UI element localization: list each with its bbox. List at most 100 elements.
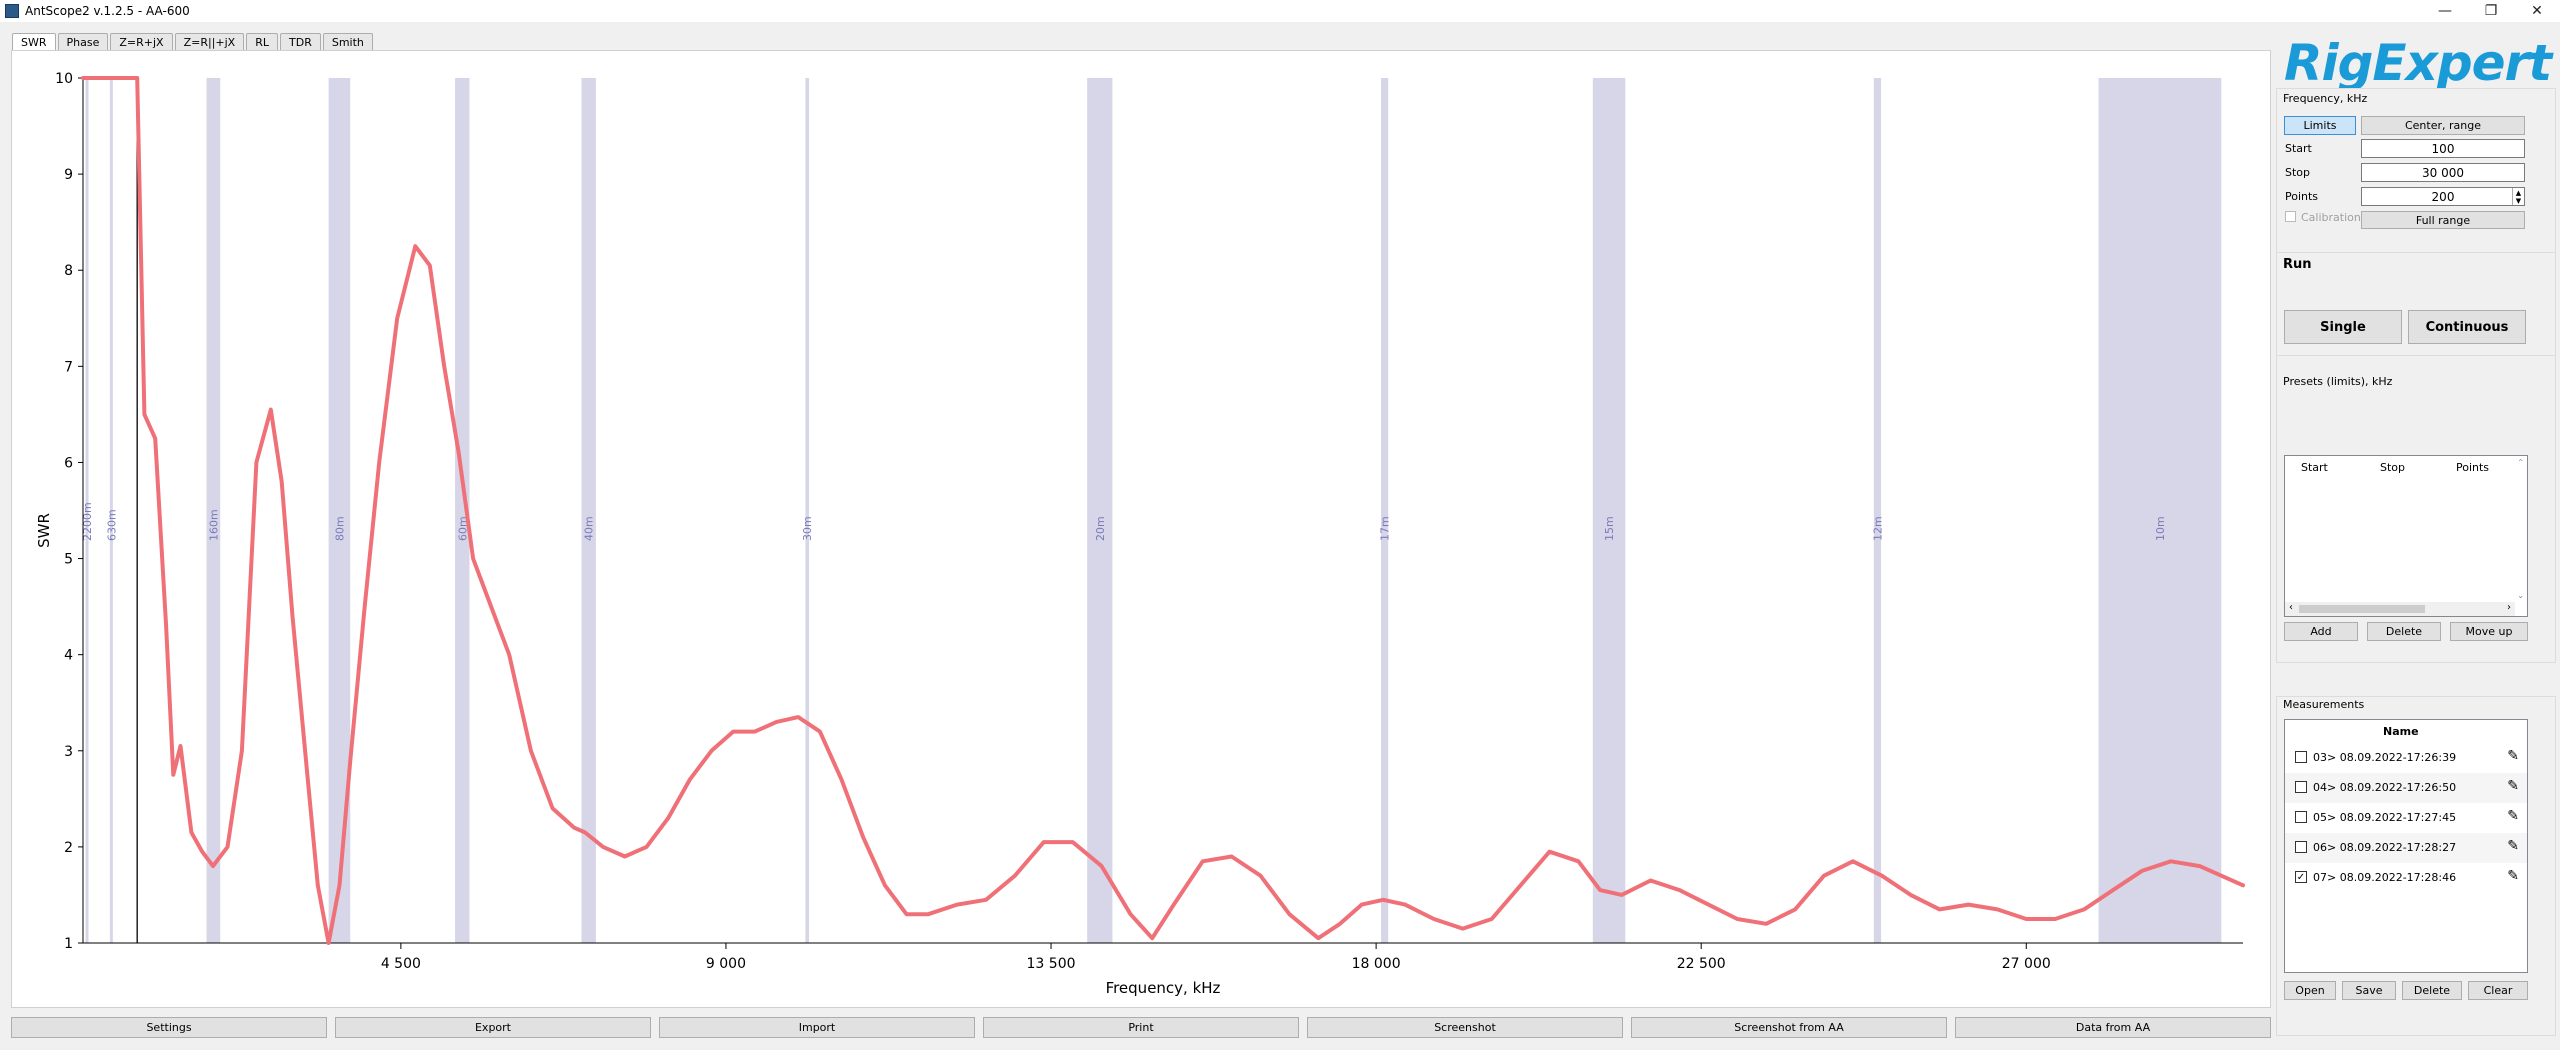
measurement-checkbox[interactable] — [2295, 751, 2307, 763]
scroll-thumb[interactable] — [2299, 605, 2425, 613]
measurement-row[interactable]: ✓ 07> 08.09.2022-17:28:46 ✎ — [2285, 863, 2527, 893]
frequency-group: Frequency, kHz Limits Center, range Star… — [2276, 88, 2556, 256]
swr-chart-panel: 2200m 630m 160m 80m 60m 40m 30m 20m 17m 15m 12m 10m… — [11, 50, 2271, 1008]
scroll-left-icon[interactable]: ‹ — [2289, 602, 2293, 613]
pencil-icon[interactable]: ✎ — [2507, 868, 2519, 884]
presets-col-points[interactable]: Points — [2456, 461, 2490, 474]
presets-table[interactable]: Start Stop Points ‹ › ⌃ ⌄ — [2284, 455, 2528, 617]
import-button[interactable]: Import — [659, 1017, 975, 1038]
tab-tdr[interactable]: TDR — [280, 33, 321, 50]
band-label-17m: 17m — [1379, 516, 1392, 541]
continuous-run-button[interactable]: Continuous — [2408, 310, 2526, 344]
export-button[interactable]: Export — [335, 1017, 651, 1038]
scroll-down-icon[interactable]: ⌄ — [2517, 591, 2524, 600]
clear-measurements-button[interactable]: Clear — [2468, 981, 2528, 1000]
window-title: AntScope2 v.1.2.5 - AA-600 — [25, 4, 190, 18]
measurement-name: 07> 08.09.2022-17:28:46 — [2313, 871, 2457, 884]
single-run-button[interactable]: Single — [2284, 310, 2402, 344]
calibration-label: Calibration — [2301, 211, 2361, 224]
delete-preset-button[interactable]: Delete — [2367, 622, 2441, 641]
band-rect-160m — [206, 78, 221, 943]
measurement-checkbox[interactable] — [2295, 811, 2307, 823]
band-rect-40m — [581, 78, 596, 943]
measurement-checkbox[interactable] — [2295, 781, 2307, 793]
measurement-name: 03> 08.09.2022-17:26:39 — [2313, 751, 2457, 764]
band-label-160m: 160m — [207, 509, 220, 541]
measurement-row[interactable]: 05> 08.09.2022-17:27:45 ✎ — [2285, 803, 2527, 833]
x-tick-label: 13 500 — [1027, 956, 1076, 972]
close-icon[interactable]: ✕ — [2531, 3, 2543, 19]
measurement-name: 04> 08.09.2022-17:26:50 — [2313, 781, 2457, 794]
save-measurement-button[interactable]: Save — [2342, 981, 2396, 1000]
band-label-60m: 60m — [456, 516, 469, 541]
band-label-20m: 20m — [1094, 516, 1107, 541]
measurement-row[interactable]: 04> 08.09.2022-17:26:50 ✎ — [2285, 773, 2527, 803]
band-label-10m: 10m — [2154, 516, 2167, 541]
measurement-row[interactable]: 03> 08.09.2022-17:26:39 ✎ — [2285, 743, 2527, 773]
band-rect-30m — [805, 78, 810, 943]
tab-z-series[interactable]: Z=R+jX — [110, 33, 173, 50]
center-range-mode-button[interactable]: Center, range — [2361, 116, 2525, 135]
pencil-icon[interactable]: ✎ — [2507, 748, 2519, 764]
start-frequency-input[interactable]: 100 — [2361, 139, 2525, 158]
swr-chart[interactable]: 2200m 630m 160m 80m 60m 40m 30m 20m 17m 15m 12m 10m… — [12, 51, 2270, 1007]
x-tick-label: 22 500 — [1677, 956, 1726, 972]
spin-arrows-icon[interactable]: ▲ ▼ — [2512, 188, 2524, 205]
print-button[interactable]: Print — [983, 1017, 1299, 1038]
measurements-group: Measurements Name 03> 08.09.2022-17:26:3… — [2276, 696, 2556, 1036]
app-icon — [5, 4, 19, 18]
measurement-checkbox[interactable]: ✓ — [2295, 871, 2307, 883]
presets-horizontal-scrollbar[interactable]: ‹ › — [2285, 602, 2515, 616]
presets-group: Presets (limits), kHz Start Stop Points … — [2276, 355, 2556, 663]
tab-z-parallel[interactable]: Z=R||+jX — [174, 33, 245, 50]
minimize-icon[interactable]: — — [2438, 3, 2452, 19]
band-rect-10m — [2098, 78, 2222, 943]
move-up-preset-button[interactable]: Move up — [2450, 622, 2528, 641]
y-tick-label: 2 — [64, 840, 73, 856]
add-preset-button[interactable]: Add — [2284, 622, 2358, 641]
frequency-group-title: Frequency, kHz — [2281, 92, 2370, 105]
screenshot-from-aa-button[interactable]: Screenshot from AA — [1631, 1017, 1947, 1038]
pencil-icon[interactable]: ✎ — [2507, 778, 2519, 794]
settings-button[interactable]: Settings — [11, 1017, 327, 1038]
measurement-name: 05> 08.09.2022-17:27:45 — [2313, 811, 2457, 824]
band-label-630m: 630m — [105, 509, 118, 541]
full-range-button[interactable]: Full range — [2361, 211, 2525, 229]
tab-phase[interactable]: Phase — [57, 33, 109, 50]
calibration-checkbox[interactable] — [2285, 211, 2296, 222]
y-tick-label: 9 — [64, 167, 73, 183]
measurements-col-name[interactable]: Name — [2383, 725, 2419, 738]
scroll-right-icon[interactable]: › — [2507, 602, 2511, 613]
pencil-icon[interactable]: ✎ — [2507, 808, 2519, 824]
delete-measurement-button[interactable]: Delete — [2402, 981, 2462, 1000]
data-from-aa-button[interactable]: Data from AA — [1955, 1017, 2271, 1038]
band-rect-15m — [1592, 78, 1626, 943]
presets-group-title: Presets (limits), kHz — [2281, 375, 2395, 388]
y-tick-label: 10 — [55, 71, 73, 87]
measurements-table[interactable]: Name 03> 08.09.2022-17:26:39 ✎ 04> 08.09… — [2284, 719, 2528, 973]
presets-col-start[interactable]: Start — [2301, 461, 2328, 474]
measurement-row[interactable]: 06> 08.09.2022-17:28:27 ✎ — [2285, 833, 2527, 863]
swr-series-line — [81, 76, 2245, 945]
maximize-icon[interactable]: ❐ — [2484, 3, 2498, 19]
scroll-up-icon[interactable]: ⌃ — [2517, 458, 2524, 467]
y-tick-label: 5 — [64, 552, 73, 568]
band-rect-20m — [1087, 78, 1113, 943]
tab-rl[interactable]: RL — [246, 33, 278, 50]
presets-col-stop[interactable]: Stop — [2380, 461, 2406, 474]
points-stepper[interactable]: 200 ▲ ▼ — [2361, 187, 2525, 206]
tab-smith[interactable]: Smith — [322, 33, 373, 50]
measurement-checkbox[interactable] — [2295, 841, 2307, 853]
pencil-icon[interactable]: ✎ — [2507, 838, 2519, 854]
start-label: Start — [2285, 142, 2312, 155]
screenshot-button[interactable]: Screenshot — [1307, 1017, 1623, 1038]
band-rect-17m — [1381, 78, 1389, 943]
band-label-15m: 15m — [1603, 516, 1616, 541]
stop-frequency-input[interactable]: 30 000 — [2361, 163, 2525, 182]
open-measurement-button[interactable]: Open — [2284, 981, 2336, 1000]
limits-mode-button[interactable]: Limits — [2284, 116, 2356, 135]
band-rect-2200m — [85, 78, 89, 943]
x-axis-label: Frequency, kHz — [1106, 979, 1221, 997]
x-tick-label: 4 500 — [381, 956, 421, 972]
tab-swr[interactable]: SWR — [12, 33, 56, 50]
